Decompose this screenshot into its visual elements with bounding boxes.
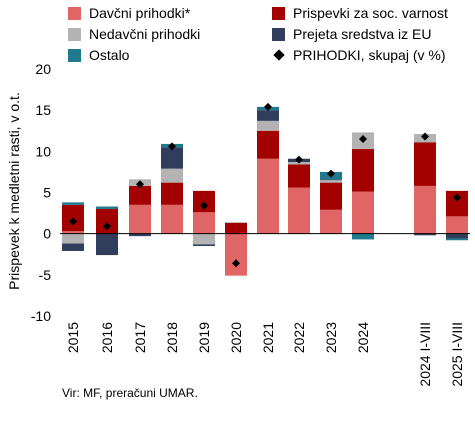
y-tick-label: -5 — [39, 267, 52, 283]
bar-segment — [352, 191, 374, 234]
legend-label-prihodki-skupaj: PRIHODKI, skupaj (v %) — [293, 47, 446, 63]
legend-swatch-ostalo — [68, 48, 81, 62]
x-tick-label: 2021 — [260, 322, 276, 353]
x-tick-label: 2016 — [99, 322, 115, 353]
bar-segment — [129, 204, 151, 234]
bar-segment — [193, 190, 215, 213]
bar-segment — [193, 233, 215, 245]
bar-segment — [320, 209, 342, 234]
total-marker — [453, 193, 461, 202]
bar-segment — [446, 238, 468, 241]
total-marker — [136, 180, 144, 189]
y-tick-label: 20 — [35, 61, 51, 77]
bar-segment — [446, 233, 468, 239]
total-marker — [327, 169, 335, 178]
total-marker — [200, 201, 208, 210]
legend-label-davcni-prihodki: Davčni prihodki* — [89, 5, 191, 21]
bar-segment — [62, 202, 84, 205]
legend-swatch-prejeta-sredstva-eu — [272, 27, 285, 41]
bar-segment — [96, 233, 118, 256]
bar-segment — [257, 120, 279, 131]
legend-item-prihodki-skupaj: PRIHODKI, skupaj (v %) — [272, 47, 445, 63]
bar-segment — [414, 185, 436, 234]
y-tick-label: 5 — [43, 185, 51, 201]
y-axis-label: Prispevek k medletni rasti, v o.t. — [6, 92, 22, 290]
bar-segment — [288, 187, 310, 234]
bar-segment — [225, 222, 247, 234]
bar-segment — [62, 231, 84, 234]
x-tick-label: 2024 I-VIII — [417, 322, 433, 387]
y-tick-label: -10 — [31, 308, 51, 324]
legend-item-ostalo: Ostalo — [68, 47, 129, 63]
bar-segment — [225, 233, 247, 276]
bar-segment — [96, 206, 118, 209]
total-marker — [168, 142, 176, 151]
x-tick-label: 2024 — [355, 322, 371, 353]
bar-segment — [288, 164, 310, 188]
bar-segment — [446, 190, 468, 217]
x-tick-label: 2020 — [228, 322, 244, 353]
total-marker — [295, 155, 303, 164]
legend-swatch-davcni-prihodki — [68, 6, 81, 20]
bar-segment — [352, 233, 374, 240]
bar-segment — [414, 142, 436, 186]
total-marker — [421, 132, 429, 141]
bar-segment — [62, 243, 84, 251]
bar-segment — [96, 208, 118, 234]
x-tick-label: 2018 — [164, 322, 180, 353]
bar-segment — [161, 204, 183, 234]
bar-segment — [161, 168, 183, 183]
bar-segment — [320, 180, 342, 183]
bar-segment — [193, 244, 215, 247]
y-tick-label: 15 — [35, 102, 51, 118]
bar-segment — [257, 158, 279, 234]
bar-segment — [62, 233, 84, 244]
legend-label-ostalo: Ostalo — [89, 47, 130, 63]
bar-segment — [129, 233, 151, 237]
total-marker — [232, 259, 240, 268]
legend-item-davcni-prihodki: Davčni prihodki* — [68, 5, 190, 21]
source-note: Vir: MF, preračuni UMAR. — [62, 386, 198, 400]
bar-segment — [161, 182, 183, 205]
legend-swatch-prispevki — [272, 6, 285, 20]
x-tick-label: 2017 — [132, 322, 148, 353]
bar-segment — [129, 185, 151, 205]
y-tick-label: 0 — [43, 226, 51, 242]
legend-item-prispevki: Prispevki za soc. varnost — [272, 5, 448, 21]
bar-segment — [320, 179, 342, 181]
total-marker — [264, 102, 272, 111]
bar-segment — [352, 148, 374, 192]
y-tick-label: 10 — [35, 143, 51, 159]
bar-segment — [225, 222, 247, 223]
total-marker — [359, 134, 367, 143]
total-marker — [103, 222, 111, 231]
x-tick-label: 2025 I-VIII — [449, 322, 465, 387]
legend-item-prejeta-sredstva-eu: Prejeta sredstva iz EU — [272, 26, 432, 42]
x-tick-label: 2022 — [291, 322, 307, 353]
bar-segment — [320, 182, 342, 210]
bar-segment — [161, 147, 183, 169]
bar-segment — [414, 233, 436, 236]
x-tick-label: 2023 — [323, 322, 339, 353]
x-tick-label: 2019 — [196, 322, 212, 353]
legend-item-nedavcni-prihodki: Nedavčni prihodki — [68, 26, 200, 42]
legend-swatch-nedavcni-prihodki — [68, 27, 81, 41]
legend-label-nedavcni-prihodki: Nedavčni prihodki — [89, 26, 201, 42]
legend-marker-prihodki-skupaj — [273, 49, 285, 61]
total-marker — [69, 217, 77, 226]
legend-label-prispevki: Prispevki za soc. varnost — [293, 5, 448, 21]
bar-segment — [257, 110, 279, 121]
bar-segment — [193, 212, 215, 234]
x-tick-label: 2015 — [65, 322, 81, 353]
legend-label-prejeta-sredstva-eu: Prejeta sredstva iz EU — [293, 26, 432, 42]
bar-segment — [446, 216, 468, 234]
bar-segment — [257, 130, 279, 159]
legend: Davčni prihodki* Prispevki za soc. varno… — [0, 0, 475, 70]
